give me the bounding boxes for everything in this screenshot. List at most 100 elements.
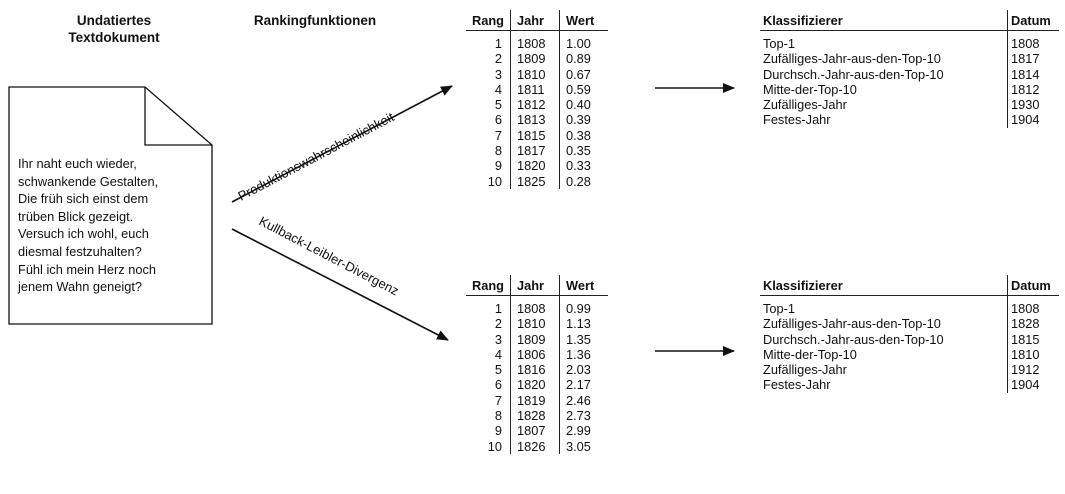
- table-row: 1 1808 0.99: [466, 295, 608, 317]
- value-cell: 2.99: [559, 423, 608, 439]
- rank-table-lower: Rang Jahr Wert 1 1808 0.99 2 1810 1.13 3 1809 1.…: [466, 275, 608, 454]
- year-cell: 1817: [510, 143, 560, 159]
- table-row: Top-1 1808: [760, 30, 1059, 52]
- value-cell: 0.67: [559, 66, 608, 82]
- table-row: 8 1817 0.35: [466, 143, 608, 159]
- label-production-probability: Produktionswahrscheinlichkeit: [235, 109, 396, 204]
- document-line: diesmal festzuhalten?: [18, 243, 142, 259]
- value-cell: 2.03: [559, 362, 608, 378]
- table-row: 7 1815 0.38: [466, 127, 608, 144]
- table-row: 6 1813 0.39: [466, 112, 608, 128]
- date-cell: 1808: [1007, 30, 1059, 52]
- value-cell: 0.99: [559, 295, 608, 317]
- year-cell: 1828: [510, 408, 560, 424]
- table-row: 8 1828 2.73: [466, 408, 608, 424]
- date-cell: 1904: [1007, 377, 1059, 393]
- table-row: Zufälliges-Jahr 1930: [760, 97, 1059, 113]
- classifier-cell: Durchsch.-Jahr-aus-den-Top-10: [763, 66, 944, 82]
- table-row: Mitte-der-Top-10 1812: [760, 81, 1059, 98]
- rank-cell: 2: [494, 316, 502, 332]
- document-line: Fühl ich mein Herz noch: [18, 261, 156, 277]
- date-cell: 1808: [1007, 295, 1059, 317]
- label-kullback-leibler: Kullback-Leibler-Divergenz: [257, 213, 402, 298]
- classifier-cell: Zufälliges-Jahr-aus-den-Top-10: [763, 51, 941, 67]
- table-row: 4 1811 0.59: [466, 81, 608, 98]
- rank-cell: 9: [494, 423, 502, 439]
- document-line: jenem Wahn geneigt?: [18, 279, 143, 295]
- header-datum: Datum: [1007, 275, 1059, 296]
- value-cell: 2.46: [559, 392, 608, 409]
- rank-cell: 7: [494, 127, 502, 143]
- classifier-cell: Zufälliges-Jahr: [763, 97, 847, 113]
- table-row: Zufälliges-Jahr-aus-den-Top-10 1828: [760, 316, 1059, 332]
- classifier-table-lower: Klassifizierer Datum Top-1 1808 Zufälliges…: [760, 275, 1059, 393]
- rank-table-upper: Rang Jahr Wert 1 1808 1.00 2 1809 0.89 3 1810 0.…: [466, 10, 608, 189]
- rank-cell: 2: [494, 51, 502, 67]
- year-cell: 1806: [510, 346, 560, 363]
- table-row: 5 1816 2.03: [466, 362, 608, 378]
- value-cell: 0.38: [559, 127, 608, 144]
- table-header-row: Klassifizierer Datum: [760, 275, 1059, 296]
- table-row: 7 1819 2.46: [466, 392, 608, 409]
- header-datum: Datum: [1007, 10, 1059, 31]
- year-cell: 1820: [510, 158, 560, 174]
- header-klassifizierer: Klassifizierer: [760, 275, 1008, 296]
- date-cell: 1814: [1007, 66, 1059, 82]
- date-cell: 1810: [1007, 346, 1059, 363]
- document-heading-line2: Textdokument: [68, 30, 160, 45]
- year-cell: 1812: [510, 97, 560, 113]
- header-jahr: Jahr: [510, 275, 560, 296]
- table-row: Mitte-der-Top-10 1810: [760, 346, 1059, 363]
- rank-cell: 10: [487, 438, 502, 454]
- rank-cell: 1: [494, 301, 502, 316]
- rank-cell: 4: [494, 346, 502, 362]
- value-cell: 1.13: [559, 316, 608, 332]
- document-line: schwankende Gestalten,: [18, 173, 159, 189]
- date-cell: 1815: [1007, 331, 1059, 347]
- table-header-row: Rang Jahr Wert: [466, 275, 608, 296]
- value-cell: 0.40: [559, 97, 608, 113]
- value-cell: 1.36: [559, 346, 608, 363]
- document-fold: [144, 87, 212, 146]
- value-cell: 1.00: [559, 30, 608, 52]
- year-cell: 1813: [510, 112, 560, 128]
- classifier-cell: Festes-Jahr: [763, 377, 831, 393]
- arrow-kullback-leibler: [231, 228, 449, 341]
- rank-cell: 5: [494, 97, 502, 113]
- value-cell: 1.35: [559, 331, 608, 347]
- document-heading-line1: Undatiertes: [76, 13, 152, 28]
- table-header-row: Rang Jahr Wert: [466, 10, 608, 31]
- date-cell: 1912: [1007, 362, 1059, 378]
- date-cell: 1904: [1007, 112, 1059, 128]
- table-row: Festes-Jahr 1904: [760, 377, 1059, 393]
- header-klassifizierer: Klassifizierer: [760, 10, 1008, 31]
- header-rang: Rang: [466, 275, 511, 296]
- value-cell: 0.35: [559, 143, 608, 159]
- year-cell: 1810: [510, 316, 560, 332]
- rank-cell: 8: [494, 408, 502, 424]
- classifier-cell: Zufälliges-Jahr-aus-den-Top-10: [763, 316, 941, 332]
- year-cell: 1825: [510, 173, 560, 189]
- table-row: Durchsch.-Jahr-aus-den-Top-10 1814: [760, 66, 1059, 82]
- table-row: Top-1 1808: [760, 295, 1059, 317]
- rank-cell: 5: [494, 362, 502, 378]
- value-cell: 0.39: [559, 112, 608, 128]
- table-row: 2 1810 1.13: [466, 316, 608, 332]
- year-cell: 1816: [510, 362, 560, 378]
- rank-cell: 8: [494, 143, 502, 159]
- table-row: 9 1807 2.99: [466, 423, 608, 439]
- rank-cell: 6: [494, 112, 502, 128]
- year-cell: 1819: [510, 392, 560, 409]
- date-cell: 1817: [1007, 51, 1059, 67]
- value-cell: 2.17: [559, 377, 608, 393]
- table-row: 6 1820 2.17: [466, 377, 608, 393]
- value-cell: 0.28: [559, 173, 608, 189]
- rank-cell: 10: [487, 173, 502, 189]
- rank-cell: 9: [494, 158, 502, 174]
- table-row: 5 1812 0.40: [466, 97, 608, 113]
- year-cell: 1808: [510, 295, 560, 317]
- table-row: 9 1820 0.33: [466, 158, 608, 174]
- value-cell: 0.89: [559, 51, 608, 67]
- table-row: 2 1809 0.89: [466, 51, 608, 67]
- document-line: trüben Blick gezeigt.: [18, 208, 134, 224]
